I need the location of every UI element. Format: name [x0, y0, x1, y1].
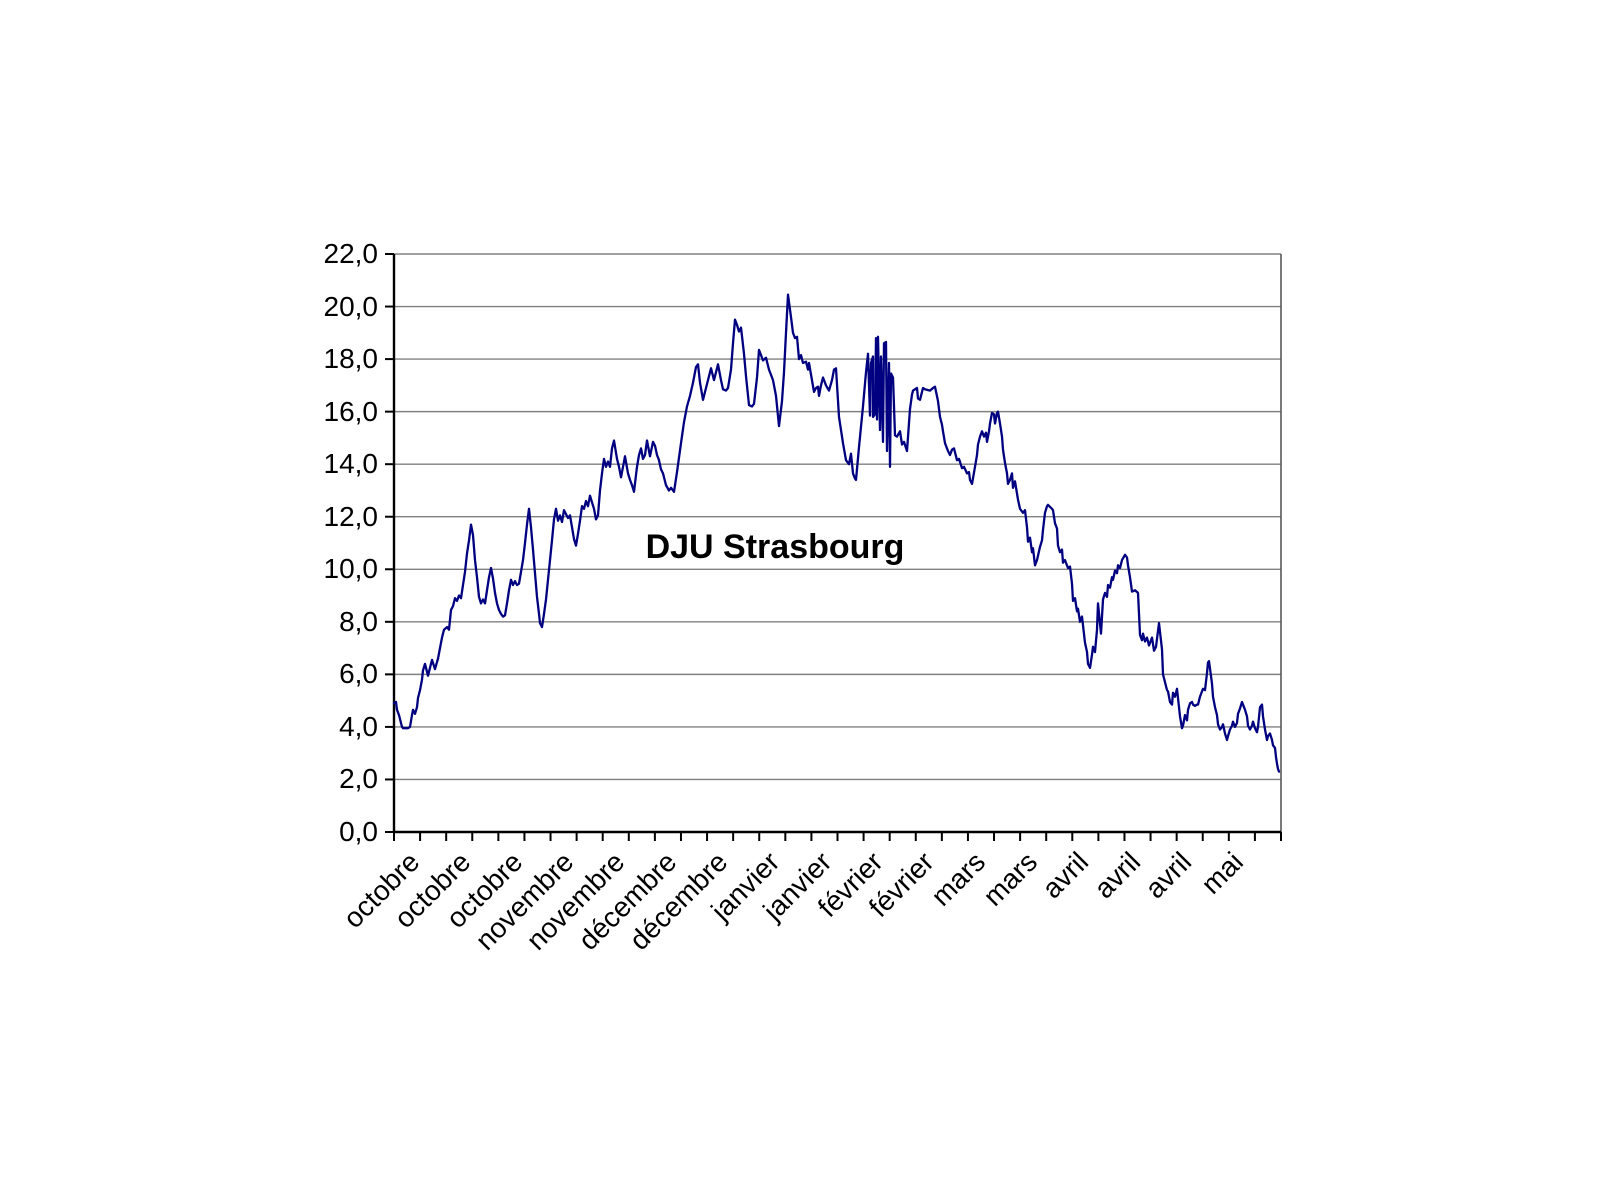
- y-axis-label-22,0: 22,0: [323, 238, 379, 269]
- data-series-line: [392, 293, 1281, 773]
- y-axis-label-18,0: 18,0: [323, 343, 379, 375]
- y-axis-label-20,0: 20,0: [323, 290, 379, 322]
- y-axis-label-12,0: 12,0: [323, 500, 379, 532]
- y-axis-label-8,0: 8,0: [339, 605, 378, 637]
- y-axis-label-4,0: 4,0: [339, 710, 378, 742]
- y-axis-label-0,0: 0,0: [339, 816, 378, 847]
- y-axis-label-2,0: 2,0: [339, 763, 378, 795]
- y-axis-label-6,0: 6,0: [339, 658, 378, 690]
- y-axis-label-10,0: 10,0: [323, 553, 379, 585]
- chart-title: DJU Strasbourg: [645, 528, 905, 566]
- y-axis-label-16,0: 16,0: [323, 395, 379, 427]
- y-axis-label-14,0: 14,0: [323, 448, 379, 480]
